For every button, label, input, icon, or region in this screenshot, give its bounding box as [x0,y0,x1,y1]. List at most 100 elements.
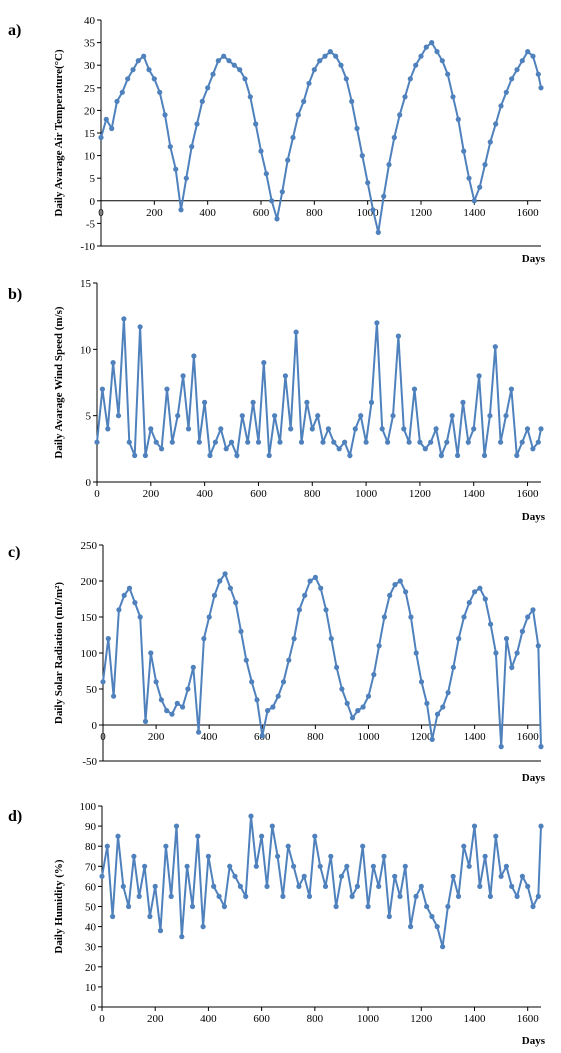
data-point [392,873,398,879]
y-tick-label: 100 [81,648,98,660]
data-point [191,353,197,359]
x-tick-label: 1600 [517,207,540,219]
data-point [309,426,315,432]
data-point [250,399,256,405]
data-point [347,452,353,459]
data-point [255,439,262,445]
data-point [98,134,104,141]
data-point [503,636,510,642]
data-point [455,116,461,122]
panel-label: c) [8,544,21,561]
data-point [163,843,169,849]
data-point [401,426,407,432]
data-point [461,843,467,849]
panel-label: d) [8,808,23,825]
data-point [218,426,224,432]
y-tick-label: 20 [84,105,96,117]
x-tick-label: 1000 [357,731,380,743]
data-point [142,863,148,869]
data-point [275,853,281,859]
data-point [253,121,259,127]
data-point [403,589,409,595]
data-point [317,58,323,64]
data-point [374,320,380,326]
data-point [460,399,466,405]
data-point [355,708,361,714]
y-tick-label: 80 [85,841,97,853]
data-point [196,729,202,735]
data-point [249,679,255,685]
data-point [259,833,265,839]
data-point [130,67,136,73]
data-point [376,883,382,889]
x-tick-label: 600 [250,488,267,500]
data-point [110,360,116,366]
x-tick-label: 0 [94,488,100,500]
data-point [471,426,477,432]
y-tick-label: 5 [86,411,92,423]
data-point [125,76,131,82]
data-point [291,863,297,869]
solar-radiation-chart: -500501001502002500200400600800100012001… [53,540,546,784]
data-point [200,924,206,930]
data-point [530,53,536,59]
data-point [418,883,424,889]
data-point [450,664,456,670]
data-point [142,718,149,724]
series-line [101,815,542,947]
data-point [395,333,401,339]
data-point [381,853,387,859]
data-point [189,144,195,150]
data-point [461,614,467,620]
data-point [254,697,260,703]
data-point [194,121,200,127]
data-point [413,893,419,899]
data-point [328,853,334,859]
data-point [434,49,440,55]
chart-panel-solar-radiation: c) -500501001502002500200400600800100012… [0,530,561,792]
data-point [243,657,249,663]
data-point [183,175,189,181]
data-point [503,863,509,869]
data-point [385,439,391,445]
y-tick-label: 250 [81,540,98,552]
data-point [370,207,376,213]
data-point [274,216,280,222]
data-point [365,693,372,699]
data-point [237,67,243,73]
data-point [221,53,227,59]
y-axis-label: Daily Solar Radiation (mJ/m²) [53,582,65,724]
data-point [184,863,190,869]
x-tick-label: 400 [201,731,218,743]
data-point [226,58,232,64]
y-tick-label: 10 [85,982,97,994]
data-point [306,80,312,86]
data-point [199,98,205,104]
x-axis-label: Days [522,511,546,523]
data-point [450,94,456,100]
panel-label: a) [8,22,22,39]
data-point [422,446,428,452]
data-point [279,189,285,195]
data-point [146,67,152,73]
data-point [407,76,413,82]
data-point [408,924,414,930]
data-point [338,62,344,68]
data-point [429,913,435,920]
data-point [227,863,233,869]
data-point [360,704,366,710]
y-tick-label: 30 [85,942,97,954]
y-tick-label: 35 [84,38,96,50]
x-tick-label: 0 [98,207,104,219]
data-point [392,582,398,588]
data-point [202,399,208,405]
y-tick-label: 0 [92,720,98,732]
data-point [137,614,143,620]
data-point [465,439,471,445]
data-point [386,162,392,168]
data-point [519,58,525,64]
data-point [538,426,544,432]
data-point [334,664,340,670]
data-point [408,614,414,620]
data-point [179,934,185,940]
